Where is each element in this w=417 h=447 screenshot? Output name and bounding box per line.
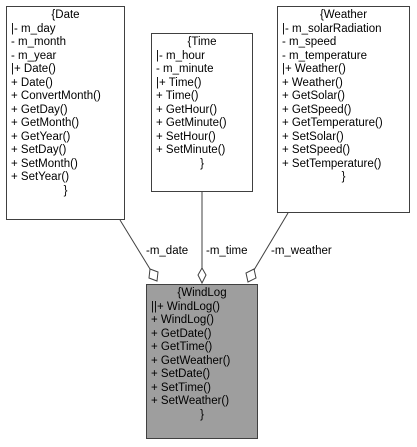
member-line: + SetDate() [151, 368, 211, 380]
class-close-brace: } [341, 171, 346, 183]
class-title-time: {Time [187, 36, 217, 48]
member-line: + GetMinute() [156, 117, 227, 129]
member-line: + SetHour() [156, 130, 216, 143]
member-line: + GetTemperature() [282, 117, 383, 129]
class-title-date: {Date [51, 9, 80, 21]
member-line: + SetSpeed() [282, 144, 351, 156]
class-close-brace: } [200, 408, 204, 421]
composition-diamond-date [148, 268, 159, 282]
member-line: |+ Date() [11, 63, 56, 75]
edge-label-time: -m_time [206, 245, 248, 257]
edge-label-weather: -m_weather [271, 245, 332, 257]
member-line: |- m_solarRadiation [282, 22, 382, 35]
class-close-brace: } [63, 184, 68, 197]
class-box-weather[interactable]: {Weather |- m_solarRadiation - m_speed -… [277, 6, 410, 213]
member-line: + GetSolar() [282, 90, 345, 102]
class-title-weather: {Weather [319, 9, 368, 21]
composition-diamond-weather [245, 268, 257, 283]
member-line: + GetMonth() [11, 117, 80, 129]
member-line: + GetWeather() [151, 354, 231, 367]
member-line: + SetYear() [11, 171, 70, 183]
member-line: + SetSolar() [282, 130, 344, 143]
member-line: + Weather() [282, 76, 343, 89]
edge-weather [245, 212, 289, 283]
edge-label-date: -m_date [146, 245, 189, 257]
member-line: - m_year [11, 49, 57, 62]
class-title-windlog: {WindLog [177, 287, 227, 299]
edge-time [197, 192, 207, 285]
member-line: - m_speed [282, 36, 337, 48]
member-line: + GetHour() [156, 103, 218, 116]
member-line: + SetTemperature() [282, 157, 382, 170]
member-line: ||+ WindLog() [151, 300, 220, 313]
member-line: + SetMonth() [11, 157, 78, 170]
member-line: - m_temperature [282, 49, 368, 62]
member-line: + SetTime() [151, 381, 211, 394]
member-line: + Date() [11, 76, 53, 89]
class-box-date[interactable]: {Date |- m_day - m_month - m_year |+ Dat… [6, 6, 125, 220]
class-box-windlog[interactable]: {WindLog ||+ WindLog() + WindLog() + Get… [146, 284, 258, 439]
member-line: |- m_day [11, 22, 56, 35]
member-line: + GetTime() [151, 341, 213, 353]
edge-date [119, 219, 159, 282]
member-line: + SetWeather() [151, 395, 230, 407]
member-line: + ConvertMonth() [11, 90, 101, 102]
member-line: |- m_hour [156, 49, 206, 62]
class-close-brace: } [200, 157, 204, 170]
member-line: + Time() [156, 90, 199, 102]
member-line: + GetYear() [11, 130, 71, 143]
member-line: |+ Weather() [282, 63, 346, 75]
member-line: + SetDay() [11, 144, 67, 156]
composition-diamond-time [197, 266, 207, 285]
member-line: |+ Time() [156, 76, 202, 89]
member-line: + SetMinute() [156, 144, 226, 156]
member-line: - m_month [11, 36, 66, 48]
class-box-time[interactable]: {Time |- m_hour - m_minute |+ Time() + T… [151, 33, 253, 192]
member-line: + GetDay() [11, 103, 68, 116]
member-line: + GetSpeed() [282, 103, 352, 116]
member-line: + GetDate() [151, 327, 212, 340]
member-line: - m_minute [156, 63, 214, 75]
member-line: + WindLog() [151, 314, 214, 326]
